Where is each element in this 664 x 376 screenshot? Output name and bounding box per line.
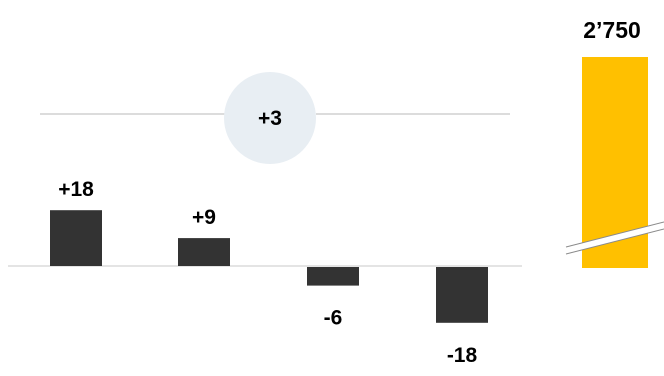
bar-value-label: -6 bbox=[324, 307, 343, 330]
bar-1 bbox=[50, 210, 102, 266]
bar-value-label: -18 bbox=[447, 344, 478, 367]
axis-break-line-2 bbox=[565, 228, 664, 255]
bar-group: +18 +9 -6 -18 bbox=[50, 178, 488, 367]
axis-break-mark bbox=[565, 221, 664, 255]
net-change-label: +3 bbox=[258, 107, 282, 130]
bar-value-label: +9 bbox=[192, 206, 216, 229]
net-change-bubble bbox=[224, 72, 316, 164]
bar-4 bbox=[436, 267, 488, 323]
axis-break-gap bbox=[566, 222, 664, 254]
bar-value-label: +18 bbox=[58, 178, 94, 201]
bar-2 bbox=[178, 238, 230, 266]
bar-3 bbox=[307, 267, 359, 286]
total-value-label: 2’750 bbox=[583, 17, 641, 43]
axis-break-line-1 bbox=[565, 221, 664, 248]
